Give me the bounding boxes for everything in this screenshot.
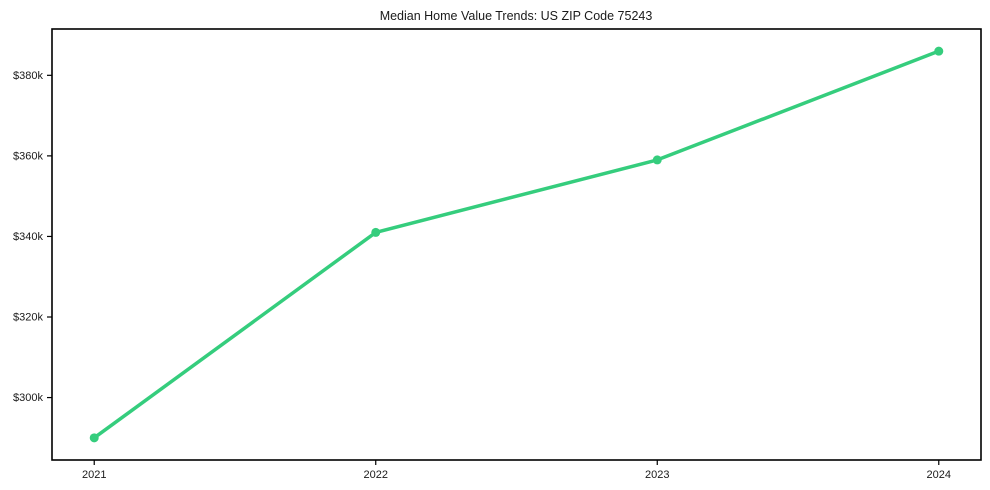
trend-line [92, 49, 941, 440]
x-tick-label: 2023 [645, 469, 669, 481]
y-tick-label: $300k [13, 392, 43, 404]
y-tick-label: $340k [13, 231, 43, 243]
x-tick-label: 2022 [364, 469, 388, 481]
y-tick-label: $380k [13, 70, 43, 82]
axis-ticks-layer: $300k $320k $340k $360k $380k 2021 2022 2023 202… [13, 70, 951, 481]
data-point-marker [652, 155, 662, 165]
data-point-marker [89, 433, 99, 443]
x-tick-label: 2024 [927, 469, 951, 481]
y-tick-label: $360k [13, 150, 43, 162]
data-series-layer [89, 46, 944, 443]
plot-area-frame [51, 28, 982, 461]
x-tick-label: 2021 [82, 469, 106, 481]
data-point-marker [934, 46, 944, 56]
data-point-marker [371, 227, 381, 237]
y-tick-label: $320k [13, 312, 43, 324]
chart-title: Median Home Value Trends: US ZIP Code 75… [380, 9, 653, 23]
